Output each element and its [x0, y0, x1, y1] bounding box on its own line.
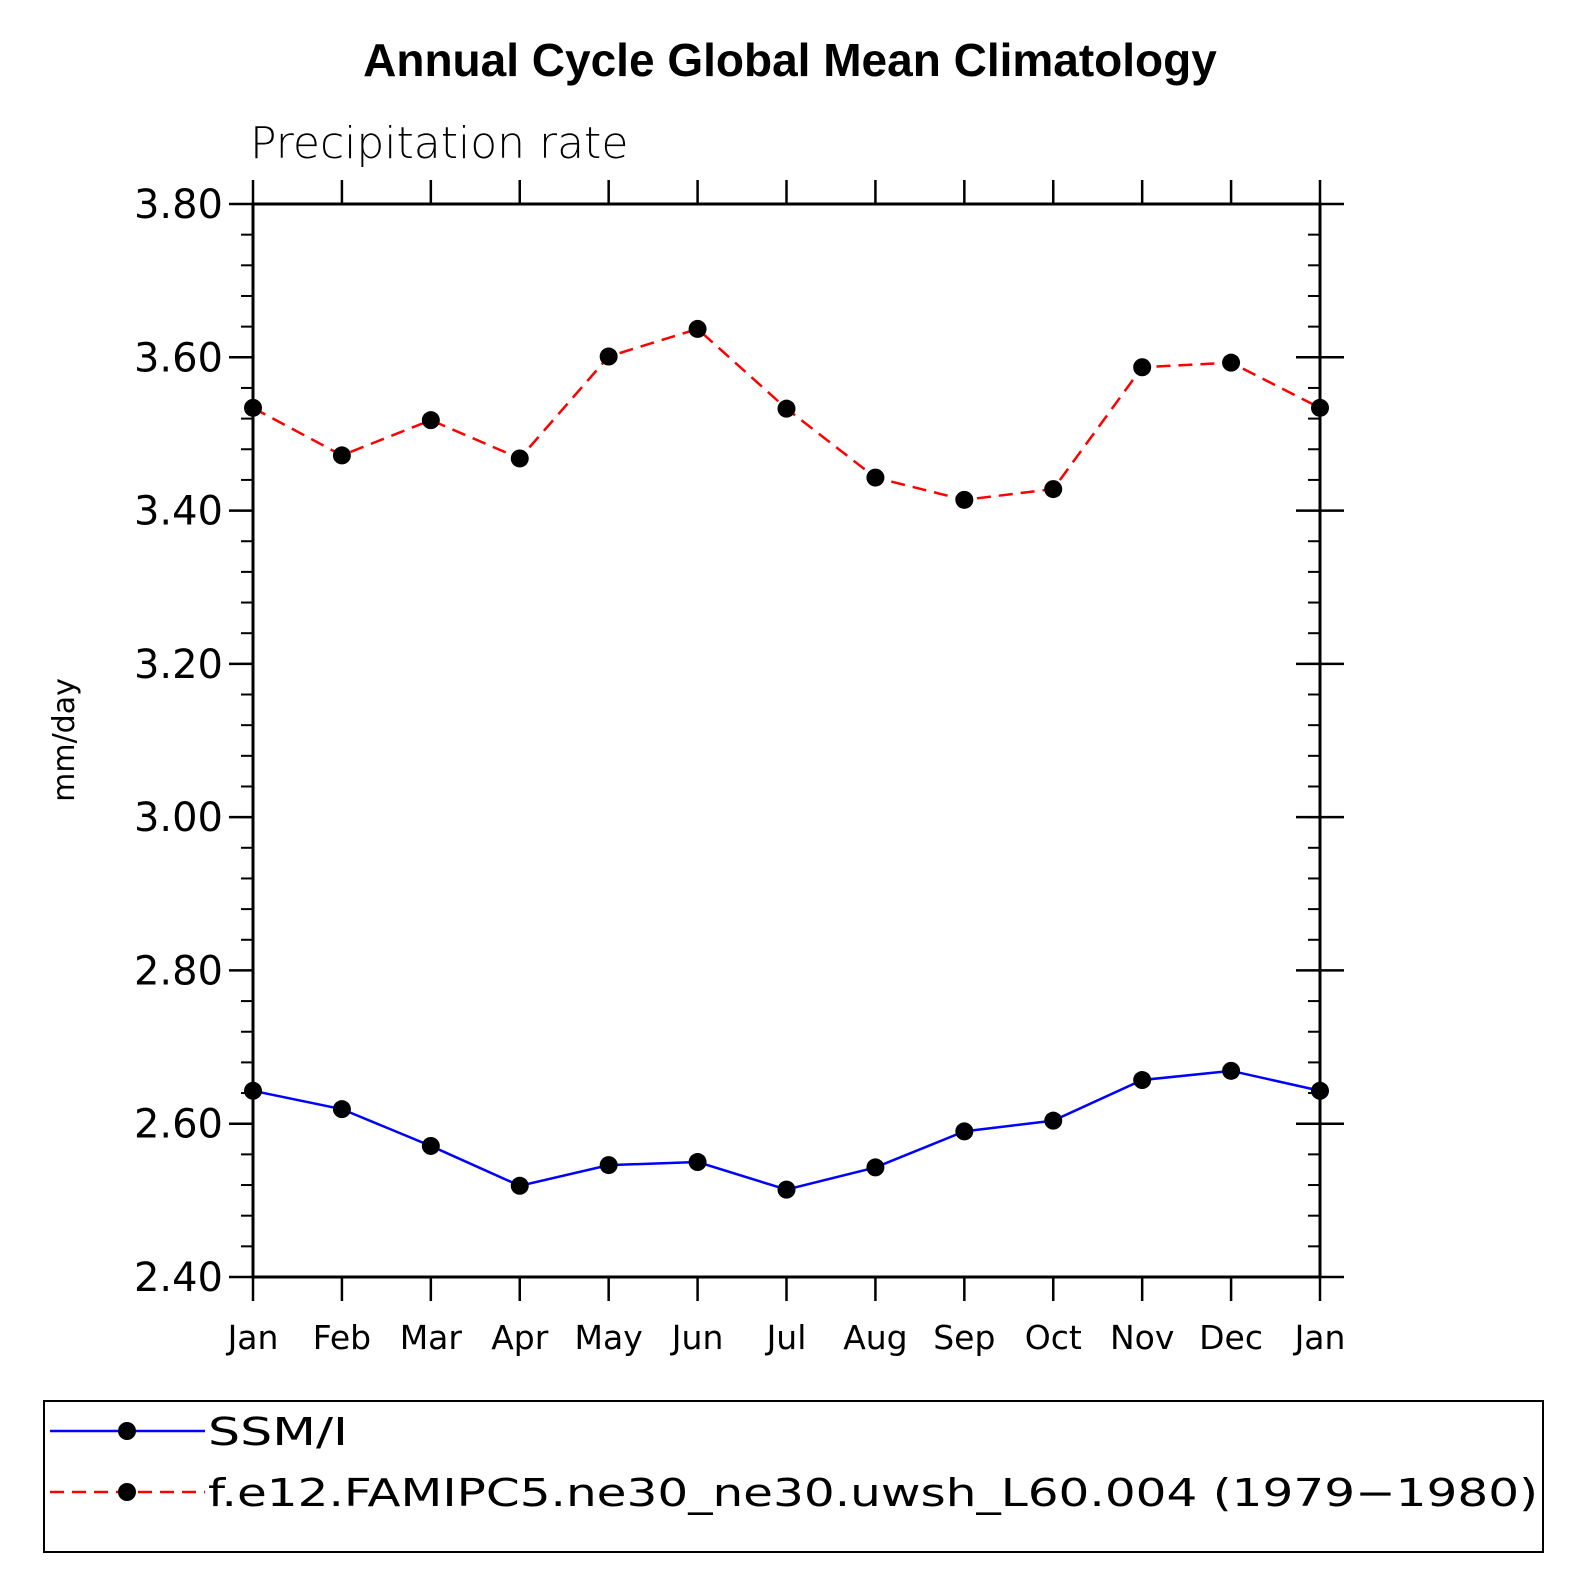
y-tick-labels: 2.40 2.60 2.80 3.00 3.20 3.40 3.60 3.80: [134, 182, 223, 1301]
x-tick-label: Sep: [933, 1318, 995, 1357]
y-tick-label: 2.40: [134, 1255, 223, 1301]
data-point: [421, 1136, 440, 1155]
data-point: [866, 468, 885, 487]
series-1: [244, 1061, 1329, 1199]
y-tick-label: 3.00: [134, 795, 223, 841]
y-tick-label: 2.80: [134, 948, 223, 994]
series-group: [244, 319, 1329, 1199]
data-point: [599, 347, 618, 366]
data-point: [332, 446, 351, 465]
chart-subtitle: Precipitation rate: [250, 118, 628, 169]
data-point: [688, 1153, 707, 1172]
legend: SSM/I f.e12.FAMIPC5.ne30_ne30.uwsh_L60.00…: [50, 1410, 1538, 1515]
legend-item-2: f.e12.FAMIPC5.ne30_ne30.uwsh_L60.004 (19…: [50, 1471, 1538, 1515]
data-point: [955, 1122, 974, 1141]
x-tick-label: Nov: [1110, 1318, 1174, 1357]
data-point: [1311, 1081, 1329, 1100]
series-2: [244, 319, 1329, 509]
data-point: [777, 399, 796, 418]
y-tick-label: 3.40: [134, 489, 223, 535]
data-point: [421, 411, 440, 430]
x-tick-label: May: [575, 1318, 643, 1357]
x-tick-label: Jan: [226, 1318, 279, 1357]
data-point: [1311, 398, 1329, 417]
data-point: [244, 1081, 262, 1100]
x-tick-label: Apr: [491, 1318, 549, 1357]
data-point: [866, 1158, 885, 1177]
x-tick-label: Aug: [843, 1318, 907, 1357]
legend-label: f.e12.FAMIPC5.ne30_ne30.uwsh_L60.004 (19…: [208, 1471, 1538, 1515]
x-tick-label: Feb: [313, 1318, 371, 1357]
axis-ticks: [229, 180, 1344, 1301]
data-point: [955, 490, 974, 509]
data-point: [510, 449, 529, 468]
legend-marker: [118, 1422, 136, 1440]
data-point: [1044, 480, 1063, 499]
x-tick-label: Mar: [400, 1318, 463, 1357]
y-tick-label: 3.80: [134, 182, 223, 228]
data-point: [332, 1100, 351, 1119]
data-point: [1222, 1061, 1241, 1080]
data-point: [688, 319, 707, 338]
x-tick-label: Oct: [1025, 1318, 1082, 1357]
legend-label: SSM/I: [208, 1410, 348, 1454]
y-tick-label: 3.20: [134, 642, 223, 688]
data-point: [1222, 353, 1241, 372]
x-tick-label: Jan: [1293, 1318, 1346, 1357]
y-axis-label: mm/day: [47, 678, 82, 802]
legend-item-1: SSM/I: [50, 1410, 348, 1454]
legend-marker: [118, 1483, 136, 1501]
data-point: [244, 398, 262, 417]
data-point: [1133, 358, 1152, 377]
x-tick-label: Dec: [1199, 1318, 1263, 1357]
data-point: [1133, 1071, 1152, 1090]
plot-frame: [251, 202, 1322, 1279]
x-tick-label: Jun: [670, 1318, 724, 1357]
legend-box: [43, 1400, 1544, 1553]
data-point: [510, 1176, 529, 1195]
data-point: [599, 1156, 618, 1175]
data-point: [777, 1180, 796, 1199]
chart-title: Annual Cycle Global Mean Climatology: [363, 34, 1217, 86]
series-line: [252, 1069, 1321, 1191]
y-tick-label: 2.60: [134, 1102, 223, 1148]
x-tick-label: Jul: [765, 1318, 807, 1357]
y-tick-label: 3.60: [134, 335, 223, 381]
x-tick-labels: Jan Feb Mar Apr May Jun Jul Aug Sep Oct Nov Dec Jan: [226, 1318, 1346, 1357]
data-point: [1044, 1111, 1063, 1130]
